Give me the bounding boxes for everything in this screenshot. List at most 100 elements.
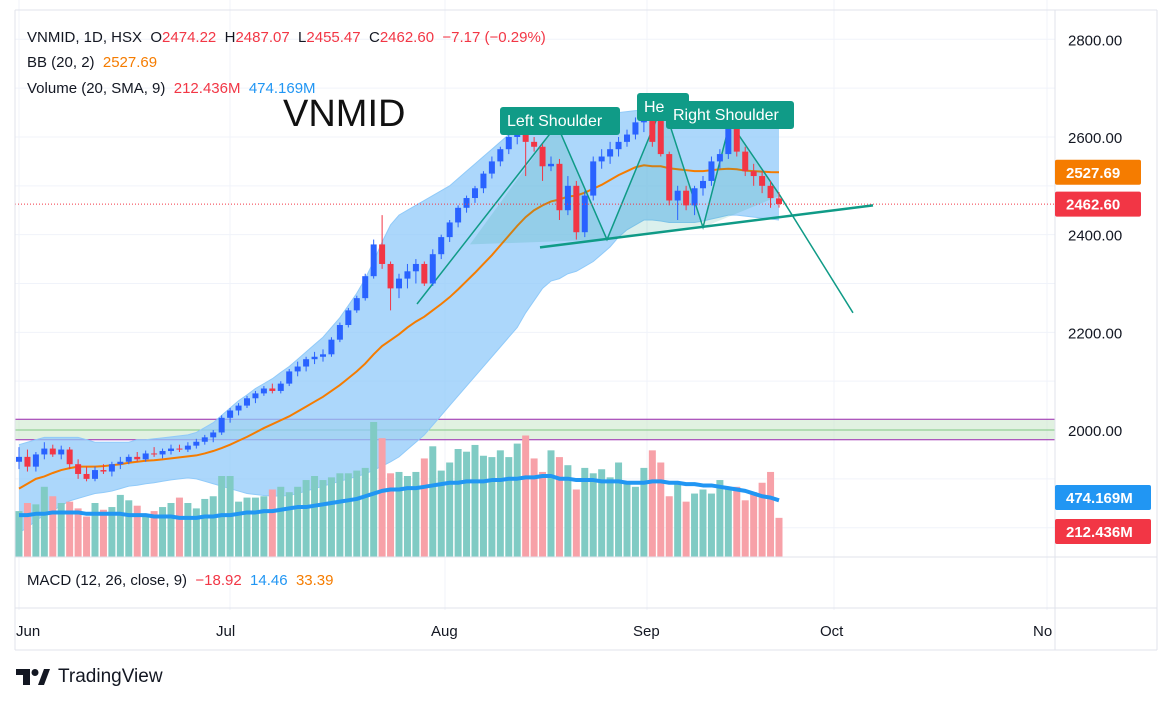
candle-body xyxy=(573,185,580,233)
left-shoulder-label-box[interactable] xyxy=(500,107,620,135)
right-shoulder-label-box[interactable] xyxy=(666,101,794,129)
time-axis[interactable]: Jun Jul Aug Sep Oct No xyxy=(16,623,1052,640)
bb-legend[interactable]: BB (20, 2) 2527.69 xyxy=(27,54,157,71)
bb-value-badge-label: 2527.69 xyxy=(1066,165,1120,182)
volume-bar xyxy=(66,501,74,557)
macd-signal-value: 33.39 xyxy=(295,572,334,589)
volume-legend[interactable]: Volume (20, SMA, 9) 212.436M 474.169M xyxy=(27,80,316,97)
volume-bar xyxy=(40,486,48,557)
price-axis[interactable]: 2800.002600.002400.002200.002000.001800.… xyxy=(1068,32,1122,537)
candle-body xyxy=(767,185,774,199)
volume-bar xyxy=(741,500,749,557)
volume-bar xyxy=(446,462,454,557)
volume-bar xyxy=(167,503,175,557)
candle-body xyxy=(159,451,166,455)
symbol-legend[interactable]: VNMID, 1D, HSX O2474.22 H2487.07 L2455.4… xyxy=(27,29,546,46)
candle-body xyxy=(396,278,402,289)
volume-bar xyxy=(277,486,285,557)
candle-body xyxy=(759,176,766,186)
left-shoulder-label: Left Shoulder xyxy=(507,113,603,130)
candle-body xyxy=(244,398,250,406)
pattern-annotations[interactable]: Left Shoulder He Right Shoulder xyxy=(500,93,794,135)
bb-legend-value: 2527.69 xyxy=(102,54,158,71)
volume-bar xyxy=(665,496,673,557)
candle-body xyxy=(370,244,377,277)
volume-bar xyxy=(479,455,487,557)
volume-bar xyxy=(648,450,656,557)
volume-bar xyxy=(370,422,378,557)
volume-bar xyxy=(775,517,783,557)
volume-bar xyxy=(682,501,690,557)
macd-legend-name[interactable]: MACD (12, 26, close, 9) xyxy=(27,572,188,589)
candle-body xyxy=(260,388,267,394)
candle-body xyxy=(421,263,428,284)
time-axis-label: Jul xyxy=(216,623,235,640)
candlesticks xyxy=(16,105,782,482)
price-axis-tick: 2800.00 xyxy=(1068,32,1122,49)
price-axis-tick: 2200.00 xyxy=(1068,325,1122,342)
candle-body xyxy=(227,410,234,418)
volume-bar xyxy=(547,450,555,557)
last-price-badge xyxy=(1055,191,1141,217)
volume-sma-badge xyxy=(1055,485,1151,510)
head-label: He xyxy=(644,99,665,116)
candle-body xyxy=(83,473,90,479)
candle-body xyxy=(16,456,22,462)
volume-bar xyxy=(159,507,167,557)
candle-body xyxy=(607,149,614,157)
candle-body xyxy=(480,173,487,189)
price-axis-tick: 2600.00 xyxy=(1068,130,1122,147)
volume-bar xyxy=(623,481,631,557)
volume-bar xyxy=(657,462,665,557)
volume-bar xyxy=(142,516,150,557)
volume-legend-name[interactable]: Volume (20, SMA, 9) xyxy=(27,80,166,97)
candle-body xyxy=(683,190,690,206)
volume-bar xyxy=(471,444,479,557)
candle-body xyxy=(488,161,495,174)
volume-bar xyxy=(32,504,40,557)
volume-bar xyxy=(74,508,82,557)
candle-body xyxy=(531,141,538,147)
candle-body xyxy=(193,441,200,446)
macd-line-value: 14.46 xyxy=(250,572,288,589)
volume-bar xyxy=(49,496,57,557)
candle-body xyxy=(750,171,757,177)
macd-legend[interactable]: MACD (12, 26, close, 9) −18.92 14.46 33.… xyxy=(27,572,333,589)
candle-body xyxy=(657,112,664,155)
volume-bar xyxy=(522,435,530,557)
volume-bar xyxy=(15,511,23,557)
candle-body xyxy=(277,383,284,391)
volume-bar xyxy=(530,458,538,557)
bb-legend-name[interactable]: BB (20, 2) xyxy=(27,54,95,71)
candle-body xyxy=(320,354,326,357)
candle-body xyxy=(455,207,462,223)
head-and-shoulders-drawing[interactable] xyxy=(416,101,874,314)
candle-body xyxy=(472,188,478,199)
volume-bar xyxy=(615,462,623,557)
tradingview-logo[interactable]: TradingView xyxy=(16,665,163,689)
volume-bar xyxy=(412,471,420,557)
price-axis-tick: 2400.00 xyxy=(1068,228,1122,245)
volume-sma-badge-label: 474.169M xyxy=(1066,490,1133,507)
symbol-info[interactable]: VNMID, 1D, HSX xyxy=(27,29,143,46)
volume-bar xyxy=(513,443,521,557)
volume-bar xyxy=(344,473,352,557)
candle-body xyxy=(624,134,630,142)
volume-bar xyxy=(201,498,209,557)
volume-bar xyxy=(767,471,775,557)
volume-bar xyxy=(125,500,133,557)
volume-bar xyxy=(150,511,158,557)
volume-bar xyxy=(724,488,732,557)
volume-bar xyxy=(251,497,259,557)
candle-body xyxy=(666,154,673,201)
volume-bar xyxy=(598,469,606,557)
volume-bar xyxy=(319,480,327,557)
volume-bar xyxy=(589,473,597,557)
candle-body xyxy=(590,161,597,196)
volume-bar xyxy=(691,493,699,557)
volume-bar xyxy=(733,486,741,557)
tradingview-logo-icon xyxy=(16,669,50,685)
candle-body xyxy=(548,163,554,167)
candle-body xyxy=(168,448,174,452)
